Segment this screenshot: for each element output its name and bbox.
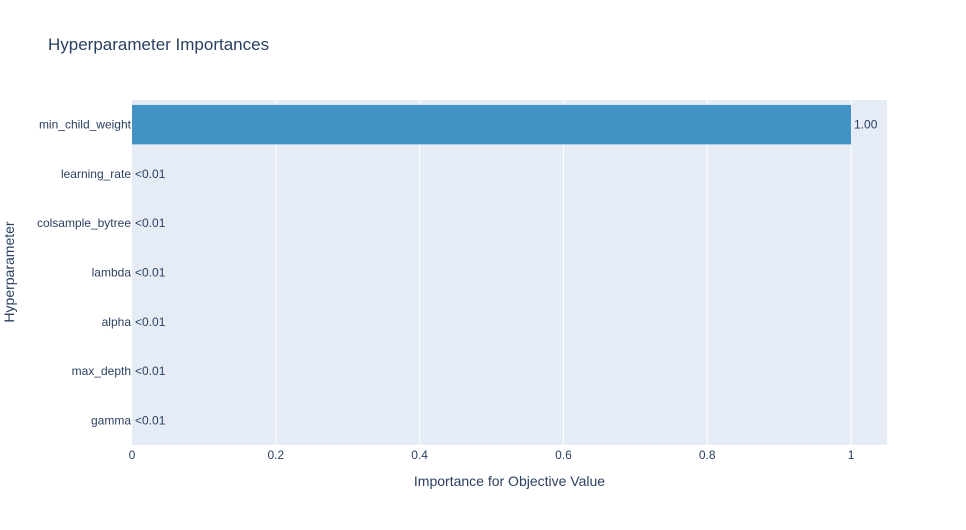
x-tick-label: 0.8 <box>699 448 716 462</box>
bar-min-child-weight[interactable] <box>132 104 852 145</box>
y-tick-label: learning_rate <box>61 167 131 181</box>
plot-area <box>132 100 887 445</box>
gridlines <box>275 100 852 445</box>
y-axis-title: Hyperparameter <box>1 221 17 322</box>
y-tick-label: min_child_weight <box>39 118 132 132</box>
value-label: <0.01 <box>135 413 166 427</box>
value-label: <0.01 <box>135 315 166 329</box>
y-tick-label: colsample_bytree <box>37 216 131 230</box>
y-tick-label: gamma <box>91 413 131 427</box>
value-label: <0.01 <box>135 266 166 280</box>
x-tick-label: 0.6 <box>555 448 572 462</box>
y-tick-labels: min_child_weight learning_rate colsample_b… <box>37 118 132 428</box>
y-tick-label: alpha <box>102 315 132 329</box>
value-label: <0.01 <box>135 216 166 230</box>
x-tick-label: 0 <box>129 448 136 462</box>
bars <box>132 104 852 145</box>
y-tick-label: max_depth <box>72 364 131 378</box>
value-label: <0.01 <box>135 167 166 181</box>
x-tick-label: 1 <box>848 448 855 462</box>
chart-title: Hyperparameter Importances <box>48 35 269 54</box>
x-tick-label: 0.4 <box>411 448 428 462</box>
x-tick-labels: 0 0.2 0.4 0.6 0.8 1 <box>129 448 855 462</box>
x-tick-label: 0.2 <box>267 448 284 462</box>
value-labels: 1.00 <0.01 <0.01 <0.01 <0.01 <0.01 <0.01 <box>135 118 878 428</box>
y-tick-label: lambda <box>92 266 132 280</box>
value-label: <0.01 <box>135 364 166 378</box>
value-label: 1.00 <box>854 118 878 132</box>
x-axis-title: Importance for Objective Value <box>414 473 605 489</box>
